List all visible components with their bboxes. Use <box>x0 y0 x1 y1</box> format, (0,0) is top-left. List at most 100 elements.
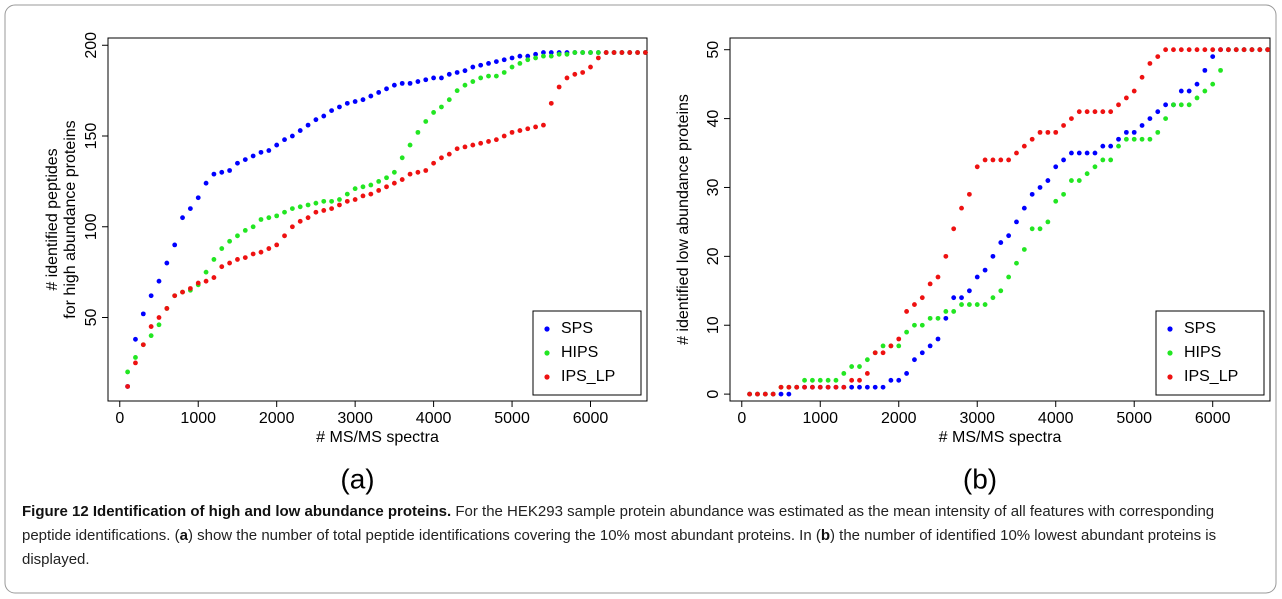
legend-label: SPS <box>561 320 593 337</box>
point <box>1014 219 1019 225</box>
point <box>935 274 941 280</box>
point <box>880 384 886 390</box>
point <box>266 246 272 251</box>
point <box>1257 47 1263 53</box>
point <box>235 233 240 239</box>
plot-frame <box>107 37 648 402</box>
caption-label: Figure 12 <box>22 503 89 520</box>
point <box>282 233 287 239</box>
point <box>572 50 578 55</box>
legend-marker <box>1167 350 1173 356</box>
point <box>180 289 185 295</box>
y-tick-label: 50 <box>705 41 722 59</box>
point <box>407 80 413 86</box>
y-axis-label: # identified peptides <box>44 148 61 290</box>
point <box>242 227 248 233</box>
point <box>1218 67 1223 73</box>
point <box>242 255 248 261</box>
point <box>880 343 886 349</box>
point <box>148 333 154 339</box>
point <box>1021 143 1027 149</box>
y-tick-label: 10 <box>705 316 722 334</box>
point <box>864 371 870 376</box>
point <box>1139 136 1145 142</box>
point <box>219 169 225 175</box>
point <box>943 253 949 259</box>
legend-box <box>532 310 642 396</box>
point <box>1092 164 1098 170</box>
point <box>133 336 138 342</box>
point <box>1186 102 1192 108</box>
point <box>1029 136 1035 142</box>
legend-marker <box>1167 326 1173 332</box>
point <box>786 391 792 397</box>
point <box>1014 150 1019 156</box>
point <box>297 204 303 210</box>
point <box>1100 157 1106 163</box>
point <box>1092 109 1098 115</box>
point <box>454 88 460 94</box>
point <box>454 146 460 152</box>
point <box>1202 67 1208 73</box>
point <box>872 384 878 390</box>
point <box>329 198 335 204</box>
x-tick-label: 0 <box>737 410 746 427</box>
point <box>227 260 233 266</box>
point <box>470 79 476 84</box>
point <box>399 155 405 161</box>
point <box>755 391 760 397</box>
x-tick-label: 5000 <box>1116 410 1152 427</box>
point <box>486 61 491 66</box>
point <box>1076 109 1082 115</box>
point <box>810 377 815 383</box>
point <box>1147 136 1153 142</box>
point <box>1069 178 1074 183</box>
point <box>180 215 185 221</box>
point <box>802 377 807 383</box>
point <box>423 119 429 124</box>
point <box>1123 129 1129 135</box>
point <box>446 151 452 157</box>
point <box>415 129 421 135</box>
point <box>289 224 295 230</box>
point <box>595 55 601 61</box>
point <box>156 322 162 328</box>
point <box>337 104 342 110</box>
point <box>164 306 170 311</box>
point <box>825 377 831 383</box>
point <box>423 77 429 83</box>
point <box>912 322 917 328</box>
point <box>966 288 972 294</box>
point <box>998 157 1004 163</box>
point <box>912 302 917 307</box>
point <box>849 377 855 383</box>
point <box>982 302 988 307</box>
caption-ref: b <box>820 527 830 544</box>
point <box>1029 191 1035 197</box>
point <box>439 104 444 110</box>
point <box>517 128 523 133</box>
caption-ref: a <box>179 527 188 544</box>
point <box>580 50 586 55</box>
panel-label: (a) <box>340 463 374 494</box>
point <box>1202 47 1208 53</box>
point <box>951 226 957 232</box>
point <box>1006 233 1012 239</box>
point <box>1131 136 1137 142</box>
point <box>1163 47 1169 53</box>
point <box>313 200 319 206</box>
point <box>297 218 303 224</box>
point <box>1123 136 1129 142</box>
point <box>1155 54 1161 59</box>
point <box>864 384 870 390</box>
point <box>1037 185 1043 190</box>
x-tick-label: 2000 <box>881 410 917 427</box>
point <box>1265 47 1271 53</box>
point <box>1194 95 1200 101</box>
point <box>990 253 996 259</box>
x-axis-label: # MS/MS spectra <box>316 429 439 446</box>
point <box>391 180 397 186</box>
point <box>399 80 405 86</box>
point <box>1210 81 1216 87</box>
point <box>282 137 287 143</box>
